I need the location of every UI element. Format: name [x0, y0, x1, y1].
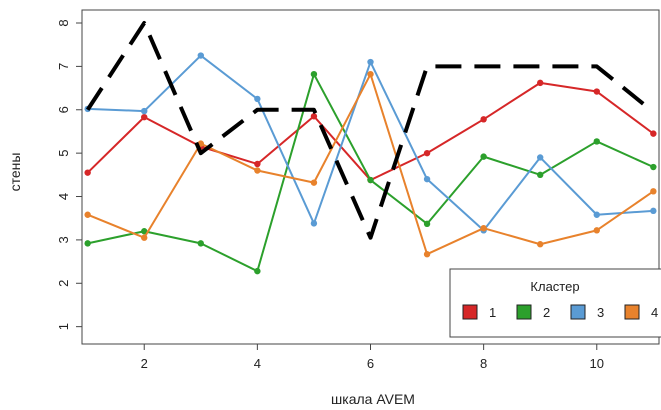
legend-swatch-2: [516, 304, 532, 320]
legend-title: Кластер: [530, 279, 579, 294]
legend-label-3: 3: [597, 305, 604, 320]
series-point-1: [593, 88, 600, 95]
series-point-4: [650, 188, 657, 195]
x-tick-label: 2: [141, 356, 148, 371]
series-point-2: [593, 138, 600, 145]
legend-label-4: 4: [651, 305, 658, 320]
series-point-3: [593, 211, 600, 218]
reference-layer: [85, 21, 655, 240]
series-point-2: [367, 176, 374, 184]
y-tick-label: 1: [56, 323, 71, 330]
y-tick-label: 2: [56, 280, 71, 287]
series-point-2: [480, 153, 487, 160]
series-point-4: [593, 227, 600, 234]
series-point-4: [423, 251, 431, 258]
series-point-4: [310, 179, 318, 186]
series-point-1: [310, 113, 318, 120]
series-point-1: [423, 149, 431, 157]
series-point-3: [254, 95, 261, 103]
series-point-3: [423, 175, 431, 183]
series-point-4: [537, 241, 544, 248]
series-point-2: [254, 267, 261, 275]
series-point-3: [310, 220, 318, 227]
plot-frame: [81, 9, 660, 345]
series-point-4: [141, 234, 148, 241]
legend-label-1: 1: [489, 305, 496, 320]
series-point-3: [650, 207, 657, 215]
series-point-4: [367, 70, 374, 78]
legend-box: [449, 268, 661, 338]
series-point-1: [254, 160, 261, 168]
series-point-1: [650, 130, 657, 137]
y-tick-label: 8: [56, 19, 71, 26]
series-point-2: [310, 70, 318, 78]
legend-label-2: 2: [543, 305, 550, 320]
series-point-1: [480, 116, 487, 123]
reference-dashed-line: [85, 21, 655, 240]
series-point-1: [537, 79, 544, 87]
legend-swatch-1: [462, 304, 478, 320]
legend-swatch-3: [570, 304, 586, 320]
y-tick-label: 7: [56, 63, 71, 70]
series-point-2: [537, 171, 544, 179]
y-axis-title: стены: [7, 153, 23, 192]
series-point-1: [141, 113, 148, 121]
series-point-3: [537, 154, 544, 161]
y-axis: 1 2 3 4 5 6 7 8: [56, 19, 82, 330]
series-point-2: [423, 220, 431, 228]
series-layer: [84, 52, 657, 275]
y-tick-label: 5: [56, 150, 71, 157]
y-tick-label: 3: [56, 236, 71, 243]
legend-items: 1 2 3 4: [462, 304, 658, 320]
legend: Кластер 1 2 3 4: [449, 268, 661, 338]
x-tick-label: 6: [367, 356, 374, 371]
x-axis-title: шкала AVEM: [331, 391, 415, 407]
x-tick-label: 4: [254, 356, 261, 371]
series-point-3: [367, 58, 374, 66]
series-point-3: [141, 107, 148, 115]
x-tick-label: 8: [480, 356, 487, 371]
series-point-1: [84, 169, 91, 176]
x-tick-label: 10: [590, 356, 604, 371]
series-point-2: [141, 228, 148, 235]
series-point-3: [197, 52, 204, 59]
series-point-4: [480, 224, 487, 232]
legend-swatch-4: [624, 304, 640, 320]
series-point-4: [254, 167, 261, 174]
series-point-2: [84, 240, 91, 247]
x-axis: 2 4 6 8 10: [141, 344, 604, 371]
series-point-4: [84, 211, 91, 218]
y-tick-label: 6: [56, 106, 71, 113]
y-tick-label: 4: [56, 193, 71, 200]
series-point-2: [650, 163, 657, 171]
series-point-2: [197, 240, 204, 247]
